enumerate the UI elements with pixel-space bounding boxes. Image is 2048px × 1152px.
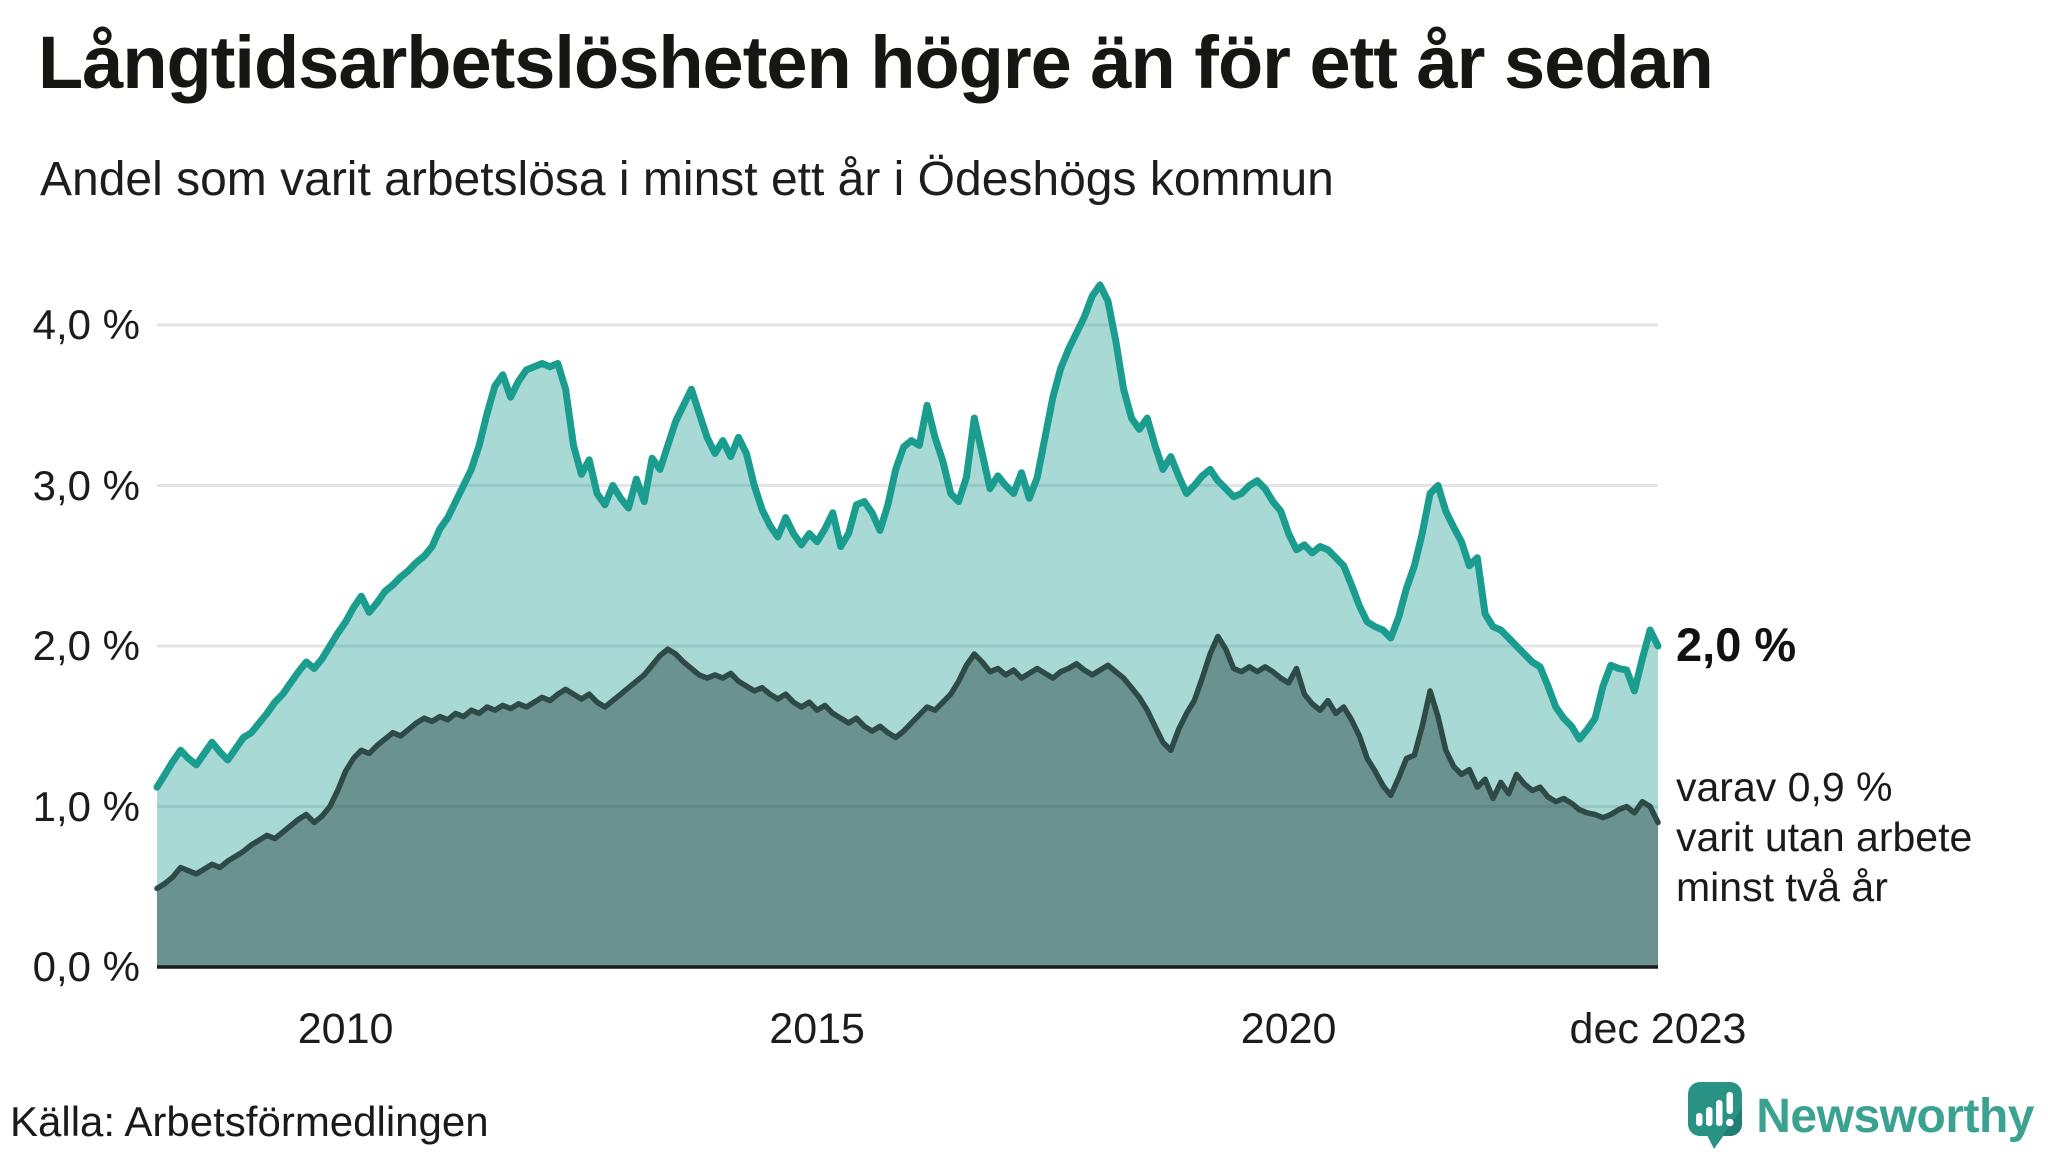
y-tick-label: 4,0 %	[32, 301, 140, 348]
y-tick-label: 0,0 %	[32, 943, 140, 990]
area-fill-series-1	[157, 636, 1658, 967]
gridlines	[157, 323, 1658, 808]
source-caption: Källa: Arbetsförmedlingen	[10, 1098, 489, 1145]
newsworthy-brand: Newsworthy	[1688, 1082, 2034, 1150]
series-line-1	[154, 633, 1661, 892]
x-tick-label: 2015	[769, 1005, 865, 1053]
newsworthy-wordmark: Newsworthy	[1756, 1089, 2034, 1143]
x-tick-label: dec 2023	[1569, 1005, 1747, 1053]
newsworthy-logo-icon	[1688, 1082, 1743, 1149]
page-subtitle: Andel som varit arbetslösa i minst ett å…	[40, 153, 1334, 206]
x-tick-label: 2010	[297, 1005, 394, 1053]
page-title: Långtidsarbetslösheten högre än för ett …	[38, 21, 1714, 104]
y-tick-label: 3,0 %	[32, 461, 140, 509]
x-tick-label: 2020	[1240, 1005, 1337, 1053]
y-tick-label: 2,0 %	[32, 622, 140, 669]
series-line-0	[153, 281, 1662, 791]
end-value-annotation: 2,0 %	[1676, 618, 1797, 671]
secondary-annotation-line-1: varav 0,9 %	[1676, 764, 1893, 810]
secondary-annotation-line-3: minst två år	[1676, 864, 1888, 911]
area-fills	[157, 284, 1658, 967]
series-lines	[153, 281, 1662, 892]
y-tick-label: 1,0 %	[32, 782, 140, 830]
secondary-annotation: varav 0,9 % varit utan arbete minst två …	[1676, 762, 1972, 912]
area-fill-series-0	[157, 284, 1658, 967]
secondary-annotation-line-2: varit utan arbete	[1676, 814, 1973, 861]
